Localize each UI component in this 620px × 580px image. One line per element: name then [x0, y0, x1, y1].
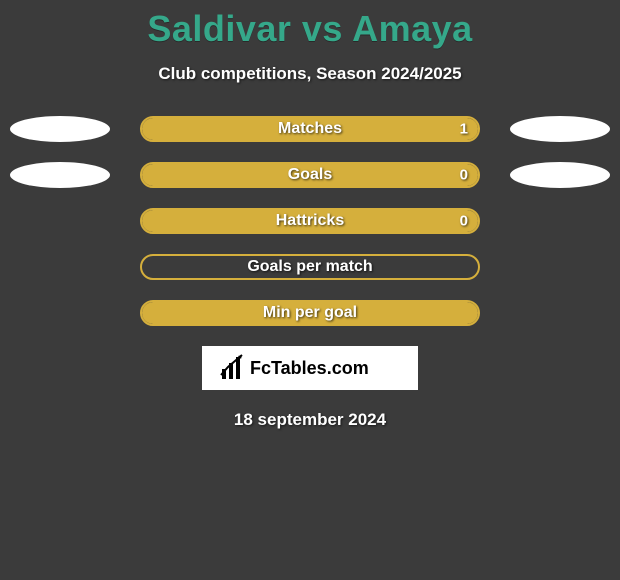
stat-bar-fill [142, 118, 478, 140]
date-line: 18 september 2024 [0, 410, 620, 430]
logo-text: FcTables.com [250, 358, 369, 378]
page-title: Saldivar vs Amaya [0, 0, 620, 50]
stat-row: Goals per match [0, 254, 620, 280]
stat-value: 1 [460, 121, 468, 138]
stat-bar-fill [142, 302, 478, 324]
stat-value: 0 [460, 167, 468, 184]
stat-row: Goals0 [0, 162, 620, 188]
stat-label: Goals per match [142, 258, 478, 276]
stat-bar-fill [142, 210, 478, 232]
left-oval [10, 116, 110, 142]
stat-row: Hattricks0 [0, 208, 620, 234]
stat-bar-track: Matches1 [140, 116, 480, 142]
stat-bar-track: Goals0 [140, 162, 480, 188]
right-oval [510, 162, 610, 188]
stats-area: Matches1 Goals0 Hattricks0 Goals per match M… [0, 116, 620, 326]
right-oval [510, 116, 610, 142]
stat-bar-track: Goals per match [140, 254, 480, 280]
stat-bar-track: Min per goal [140, 300, 480, 326]
stat-row: Matches1 [0, 116, 620, 142]
stat-bar-fill [142, 164, 478, 186]
left-oval [10, 162, 110, 188]
stat-row: Min per goal [0, 300, 620, 326]
logo-box: FcTables.com [202, 346, 418, 390]
stat-bar-track: Hattricks0 [140, 208, 480, 234]
stat-value: 0 [460, 213, 468, 230]
subtitle: Club competitions, Season 2024/2025 [0, 64, 620, 84]
fctables-logo-icon: FcTables.com [220, 353, 400, 383]
